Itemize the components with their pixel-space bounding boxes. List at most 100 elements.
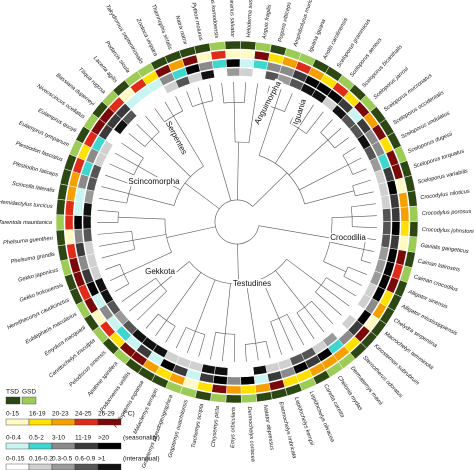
- seasonality-cell: [226, 376, 242, 386]
- interannual-cell: [252, 68, 267, 79]
- sex-cell: [409, 221, 419, 238]
- legend-swatch: [28, 463, 53, 470]
- sex-cell: [57, 183, 69, 201]
- branch: [329, 241, 364, 250]
- seasonality-cell: [386, 179, 398, 196]
- legend-label: GSD: [22, 389, 36, 396]
- branch: [284, 93, 293, 112]
- legend-label: 20-23: [52, 411, 69, 418]
- branch: [121, 277, 156, 302]
- legend-swatch: [5, 418, 30, 426]
- branch: [158, 313, 176, 327]
- seasonality-cell: [391, 221, 401, 236]
- interannual-cell: [227, 367, 241, 377]
- species-label: Phelsuma guentheri: [3, 236, 54, 246]
- branch: [237, 142, 239, 201]
- species-label: Chrysemys picta: [211, 406, 221, 448]
- sex-cell: [57, 244, 69, 262]
- interannual-cell: [239, 67, 254, 78]
- clade-label-bg: [290, 96, 309, 127]
- branch: [128, 284, 162, 312]
- species-label: Sceloporus torquatus: [413, 148, 465, 170]
- branch: [253, 83, 258, 113]
- sex-cell: [209, 41, 226, 52]
- temperature-cell: [211, 383, 228, 394]
- legend-swatch: [51, 442, 76, 450]
- branch: [352, 215, 377, 218]
- clade-label: Crocodilia: [330, 233, 366, 242]
- branch: [365, 238, 376, 240]
- species-label: Tarentola mauritanica: [0, 220, 52, 226]
- clade-label-bg: [252, 78, 284, 127]
- interannual-cell: [82, 202, 93, 217]
- species-label: Crocodylus niloticus: [420, 189, 470, 201]
- species-label: Natrix natrix: [174, 15, 188, 46]
- temperature-cell: [66, 243, 78, 260]
- sex-cell: [209, 392, 227, 403]
- branch: [323, 261, 347, 272]
- branch: [363, 249, 374, 252]
- branch: [105, 264, 121, 270]
- temperature-cell: [210, 50, 227, 61]
- legend-label: >20: [98, 435, 109, 442]
- legend-label: 0-15: [6, 411, 19, 418]
- branch: [186, 331, 196, 353]
- branch: [347, 266, 367, 275]
- branch: [97, 231, 132, 235]
- branch: [299, 164, 349, 191]
- branch: [132, 234, 167, 241]
- seasonality-cell: [75, 187, 86, 203]
- legend-label: 3-10: [52, 435, 65, 442]
- species-label: Python molurus: [190, 2, 203, 41]
- branch: [275, 127, 299, 164]
- branch: [166, 226, 216, 238]
- branch: [215, 331, 235, 335]
- legend-swatch: [74, 442, 99, 450]
- branch: [155, 320, 167, 336]
- legend-label: >1: [98, 456, 106, 463]
- branch: [315, 277, 327, 293]
- temperature-cell: [398, 235, 409, 252]
- branch: [145, 115, 160, 133]
- species-label: Sceloporus variabilis: [417, 168, 469, 185]
- sex-cell: [255, 391, 273, 403]
- legend-swatch: [74, 463, 99, 470]
- branch: [101, 248, 135, 259]
- branch: [109, 163, 134, 176]
- clade-label-bg: [329, 233, 368, 243]
- clade-label-bg: [163, 118, 190, 157]
- interannual-cell: [83, 189, 95, 204]
- legend-swatch: [97, 463, 122, 470]
- clade-label-bg: [144, 267, 177, 277]
- branch: [136, 124, 152, 140]
- branch: [327, 127, 342, 141]
- branch: [343, 276, 362, 286]
- branch: [258, 225, 331, 239]
- interannual-cell: [382, 208, 392, 222]
- temperature-cell: [400, 206, 410, 222]
- branch: [352, 226, 377, 228]
- branch: [151, 138, 191, 177]
- legend-label: 0.6-0.9: [75, 456, 96, 463]
- branch: [286, 258, 322, 286]
- species-label: Plestiodon laticeps: [12, 161, 59, 179]
- species-label: Varanus komodoensis: [207, 0, 219, 39]
- branch: [234, 334, 236, 362]
- branch: [115, 283, 130, 292]
- sex-cell: [254, 41, 272, 53]
- clade-label: Gekkota: [145, 267, 175, 276]
- branch: [164, 219, 172, 253]
- clade-label-bg: [231, 279, 273, 289]
- legend-label: 16-19: [29, 411, 46, 418]
- legend-label: 11-19: [75, 435, 92, 442]
- species-label: Plestiodon fasciatus: [15, 141, 64, 163]
- branch: [195, 279, 216, 332]
- branch: [101, 186, 129, 194]
- branch: [288, 139, 329, 176]
- interannual-cell: [84, 240, 95, 256]
- clade-label: Iguania: [291, 97, 308, 125]
- species-label: Crocodylus porosus: [422, 209, 472, 217]
- branch: [144, 131, 160, 147]
- branch: [97, 209, 119, 213]
- branch: [244, 82, 246, 103]
